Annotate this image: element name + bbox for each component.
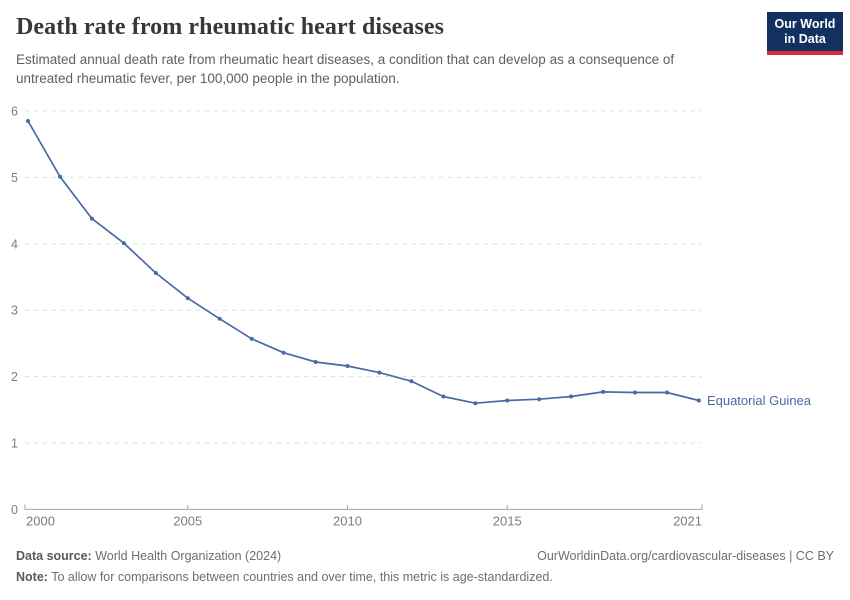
page-title: Death rate from rheumatic heart diseases <box>16 14 445 40</box>
x-axis-tick-label: 2005 <box>173 514 202 529</box>
note: Note: To allow for comparisons between c… <box>16 567 553 588</box>
data-point-marker[interactable] <box>633 390 637 395</box>
note-label: Note: <box>16 570 48 584</box>
subtitle-line-1: Estimated annual death rate from rheumat… <box>16 52 675 67</box>
x-axis-tick-label: 2000 <box>26 514 55 529</box>
owid-logo-line-2: in Data <box>784 31 826 46</box>
data-point-marker[interactable] <box>121 241 126 246</box>
data-point-marker[interactable] <box>377 370 382 375</box>
owid-url-link[interactable]: OurWorldinData.org/cardiovascular-diseas… <box>537 549 834 563</box>
data-point-marker[interactable] <box>281 350 286 355</box>
owid-logo[interactable]: Our World in Data <box>767 12 843 55</box>
data-point-marker[interactable] <box>345 364 350 368</box>
subtitle-line-2: untreated rheumatic fever, per 100,000 p… <box>16 71 400 86</box>
data-point-marker[interactable] <box>249 336 254 341</box>
x-axis-tick-label: 2021 <box>673 514 702 529</box>
chart-footer: Data source: World Health Organization (… <box>16 546 834 588</box>
data-point-marker[interactable] <box>58 174 62 179</box>
data-point-marker[interactable] <box>473 401 478 406</box>
y-axis-tick-label: 1 <box>11 437 18 451</box>
line-chart[interactable]: 0 1 2 3 4 5 6 2000 2005 2010 2015 2021 Equatorial Gu… <box>0 98 850 540</box>
data-point-marker[interactable] <box>569 394 574 399</box>
data-point-marker[interactable] <box>696 398 701 403</box>
data-point-marker[interactable] <box>601 389 606 394</box>
data-point-marker[interactable] <box>441 394 446 399</box>
data-source-label: Data source: <box>16 549 92 563</box>
y-axis-tick-label: 3 <box>11 304 18 318</box>
data-point-marker[interactable] <box>89 216 94 221</box>
data-point-marker[interactable] <box>505 398 510 403</box>
x-axis-line <box>24 504 703 510</box>
data-source: Data source: World Health Organization (… <box>16 546 281 567</box>
data-point-marker[interactable] <box>313 360 318 364</box>
series-entity-label[interactable]: Equatorial Guinea <box>707 393 812 408</box>
data-point-marker[interactable] <box>409 379 414 384</box>
y-axis-tick-label: 6 <box>11 105 18 119</box>
data-point-marker[interactable] <box>537 397 542 402</box>
x-axis-tick-label: 2010 <box>333 514 362 529</box>
y-axis-tick-label: 4 <box>11 237 18 251</box>
data-point-marker[interactable] <box>26 119 30 123</box>
data-point-marker[interactable] <box>185 296 190 301</box>
owid-logo-line-1: Our World <box>774 16 836 31</box>
y-axis-tick-label: 2 <box>11 370 18 384</box>
chart-header: Death rate from rheumatic heart diseases… <box>16 12 843 88</box>
chart-subtitle: Estimated annual death rate from rheumat… <box>16 50 756 88</box>
data-point-marker[interactable] <box>153 271 158 275</box>
y-axis-tick-label: 0 <box>11 503 18 517</box>
y-axis-tick-label: 5 <box>11 171 18 185</box>
x-axis-tick-label: 2015 <box>493 514 522 529</box>
data-point-marker[interactable] <box>217 316 222 321</box>
note-text: To allow for comparisons between countri… <box>47 570 553 584</box>
data-point-marker[interactable] <box>665 390 669 395</box>
data-source-text: World Health Organization (2024) <box>91 549 282 563</box>
data-line[interactable] <box>27 120 700 405</box>
